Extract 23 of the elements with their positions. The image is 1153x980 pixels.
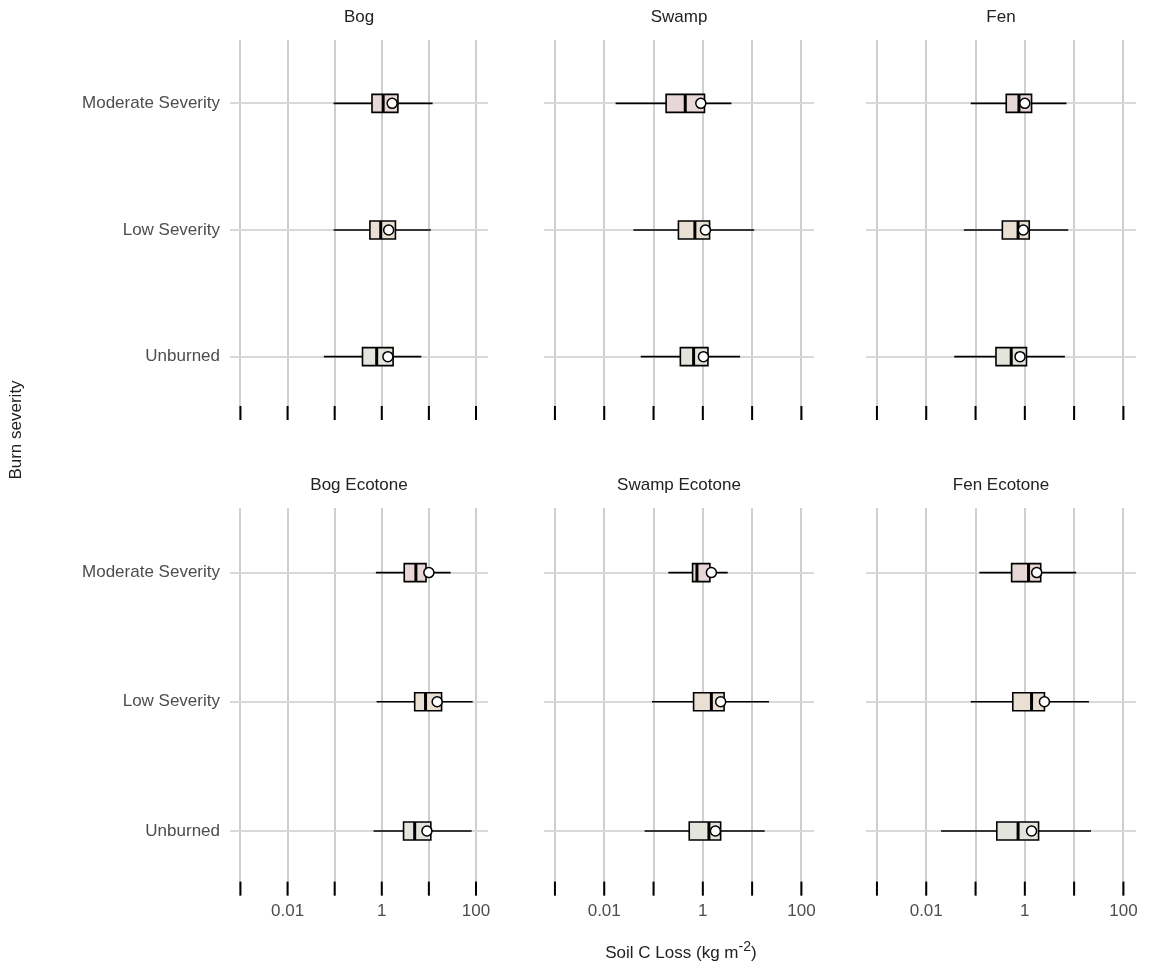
chart-title: Fen Ecotone	[952, 475, 1050, 495]
y-tick-label: Moderate Severity	[82, 562, 221, 582]
x-tick-label: 100	[787, 901, 816, 921]
y-tick-label: Moderate Severity	[82, 93, 221, 113]
chart-title: Bog Ecotone	[310, 475, 408, 495]
x-tick-label: 0.01	[271, 901, 305, 921]
y-tick-label: Unburned	[145, 820, 220, 840]
y-tick-label: Unburned	[145, 346, 220, 366]
x-tick-label: 1	[698, 901, 708, 921]
y-tick-label: Low Severity	[122, 219, 221, 239]
chart-title: Swamp Ecotone	[617, 475, 741, 495]
x-tick-label: 0.01	[909, 901, 943, 921]
y-axis-title: Burn severity	[6, 380, 26, 480]
x-tick-label: 0.01	[587, 901, 621, 921]
chart-title: Bog	[343, 7, 375, 27]
x-tick-label: 1	[377, 901, 387, 921]
x-tick-label: 100	[461, 901, 491, 921]
y-tick-label: Low Severity	[122, 691, 221, 711]
x-axis-title: Soil C Loss (kg m$^{-2}$)	[604, 938, 758, 963]
chart-title: Fen	[986, 7, 1016, 27]
chart-title: Swamp	[650, 7, 708, 27]
x-tick-label: 1	[1020, 901, 1030, 921]
x-tick-label: 100	[1109, 901, 1138, 921]
